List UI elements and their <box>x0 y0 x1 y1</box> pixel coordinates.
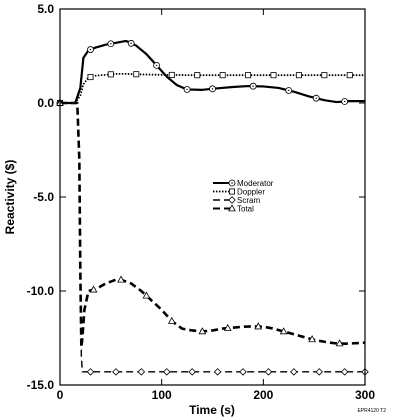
legend-label: Total <box>237 205 254 214</box>
y-tick-label: -15.0 <box>27 378 55 392</box>
legend-moderator-marker-dot <box>231 182 233 184</box>
legend-label: Doppler <box>237 188 265 197</box>
y-tick-label: -10.0 <box>27 284 55 298</box>
legend-doppler-marker <box>228 188 235 195</box>
y-tick-label: 5.0 <box>37 2 54 16</box>
total-series <box>56 98 366 349</box>
scram-marker <box>340 368 349 376</box>
y-tick-label: -5.0 <box>33 190 54 204</box>
scram-marker <box>213 368 222 376</box>
scram-marker <box>137 368 146 376</box>
legend-item-doppler: Doppler <box>213 188 265 197</box>
doppler-marker <box>107 71 114 78</box>
doppler-marker <box>194 72 201 79</box>
doppler-series <box>57 71 365 107</box>
y-tick-label: 0.0 <box>37 96 54 110</box>
scram-marker <box>264 368 273 376</box>
scram-marker <box>239 368 247 376</box>
scram-series <box>56 99 369 376</box>
total-marker <box>335 339 344 347</box>
scram-marker <box>315 368 324 376</box>
legend-scram-marker <box>228 196 236 204</box>
moderator-marker-dot <box>315 97 317 99</box>
doppler-marker <box>346 72 353 79</box>
plot-area <box>56 39 369 376</box>
y-axis: 5.0 0.0 -5.0 -10.0 -15.0 <box>27 2 365 392</box>
moderator-marker-dot <box>211 88 214 90</box>
doppler-marker <box>87 74 94 81</box>
moderator-marker-dot <box>89 48 92 51</box>
total-marker <box>308 335 317 343</box>
x-axis: 0 100 200 300 <box>57 9 375 402</box>
legend-item-scram: Scram <box>213 196 260 205</box>
x-tick-label: 100 <box>152 388 172 402</box>
moderator-marker-dot <box>252 85 254 87</box>
moderator-marker-dot <box>155 64 158 67</box>
moderator-marker-dot <box>343 100 346 103</box>
scram-marker <box>112 368 120 376</box>
x-tick-label: 300 <box>355 388 375 402</box>
moderator-marker-dot <box>130 42 132 45</box>
total-marker <box>167 316 176 324</box>
scram-marker <box>188 368 196 376</box>
legend-item-total: Total <box>213 204 254 214</box>
doppler-marker <box>270 72 277 79</box>
doppler-marker <box>321 72 328 79</box>
moderator-series-line <box>60 39 365 105</box>
total-marker <box>254 322 263 330</box>
legend-total-marker <box>228 204 236 212</box>
total-marker <box>223 323 232 331</box>
doppler-marker <box>295 72 302 79</box>
doppler-marker <box>133 71 140 78</box>
scram-marker <box>86 368 95 376</box>
legend-label: Moderator <box>237 179 274 188</box>
doppler-marker <box>219 72 226 79</box>
total-marker <box>117 275 125 283</box>
moderator-marker-dot <box>288 89 290 92</box>
doppler-marker <box>245 72 252 79</box>
total-marker <box>89 285 98 293</box>
total-marker <box>279 327 288 335</box>
total-marker <box>198 327 207 335</box>
legend-label: Scram <box>237 196 260 205</box>
doppler-series-line <box>60 72 365 104</box>
total-series-line <box>60 101 366 349</box>
legend-item-moderator: Moderator <box>213 179 274 188</box>
figure-id-label: EPR4120 T2 <box>357 408 386 414</box>
doppler-marker <box>168 71 175 78</box>
plot-frame <box>59 8 366 386</box>
x-axis-title: Time (s) <box>189 403 235 417</box>
y-axis-title: Reactivity ($) <box>3 160 17 235</box>
x-tick-label: 200 <box>253 388 273 402</box>
moderator-marker-dot <box>110 43 112 45</box>
moderator-series <box>56 39 365 107</box>
total-marker <box>142 291 151 299</box>
scram-marker <box>290 368 298 376</box>
moderator-marker-dot <box>186 88 188 91</box>
x-tick-label: 0 <box>57 388 64 402</box>
scram-marker <box>162 368 171 376</box>
